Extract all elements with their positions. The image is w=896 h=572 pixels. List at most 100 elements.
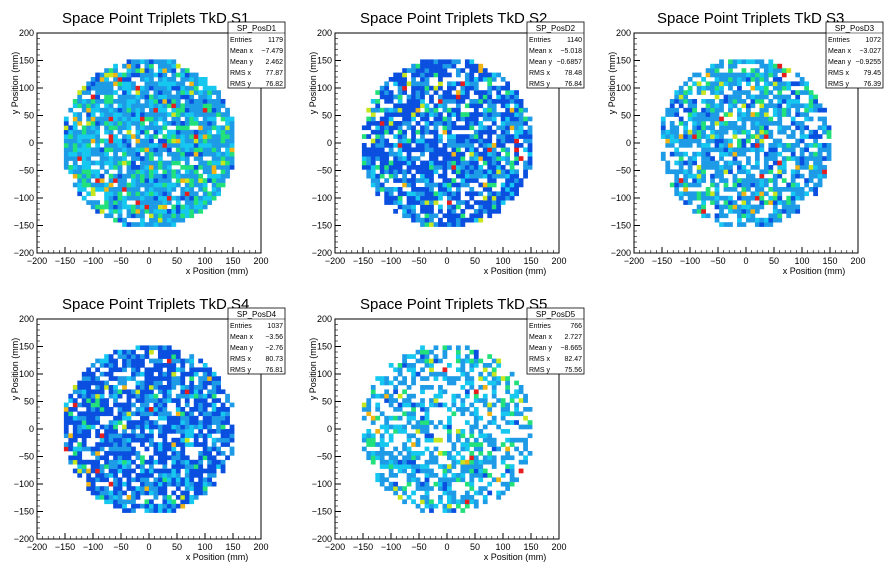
heatmap-bin [202, 481, 208, 487]
heatmap-bin [455, 367, 461, 373]
heatmap-bin [754, 182, 760, 188]
heatmap-bin [211, 415, 217, 421]
heatmap-bin [113, 367, 118, 373]
heatmap-bin [126, 446, 132, 452]
heatmap-bin [420, 81, 425, 87]
heatmap-bin [786, 85, 792, 91]
heatmap-bin [72, 116, 78, 122]
heatmap-bin [469, 380, 475, 386]
heatmap-bin [420, 68, 425, 73]
heatmap-bin [388, 424, 394, 430]
stats-row-label: RMS x [230, 70, 252, 77]
heatmap-bin [126, 495, 132, 500]
heatmap-bin [411, 459, 416, 465]
heatmap-bin [113, 490, 118, 496]
heatmap-bin [678, 121, 684, 126]
heatmap-bin [113, 160, 118, 166]
heatmap-bin [737, 182, 742, 188]
heatmap-bin [665, 169, 671, 175]
heatmap-bins [361, 345, 533, 513]
heatmap-bin [370, 116, 376, 122]
heatmap-bin [411, 407, 416, 412]
heatmap-bin [509, 477, 515, 483]
heatmap-bin [63, 121, 69, 126]
heatmap-bin [406, 354, 412, 359]
heatmap-bin [63, 433, 69, 439]
heatmap-bin [473, 173, 479, 179]
heatmap-bin [509, 473, 515, 478]
heatmap-bin [741, 112, 747, 117]
heatmap-bin [469, 63, 475, 69]
heatmap-bin [122, 433, 127, 439]
heatmap-bin [723, 147, 729, 153]
heatmap-bin [804, 116, 810, 122]
heatmap-bin [375, 455, 381, 461]
heatmap-bin [451, 455, 457, 461]
heatmap-bin [104, 143, 109, 148]
heatmap-bin [514, 112, 519, 117]
heatmap-bin [424, 121, 430, 126]
heatmap-bin [732, 129, 738, 135]
heatmap-bin [424, 81, 430, 87]
heatmap-bin [162, 187, 168, 192]
heatmap-bin [442, 178, 448, 183]
heatmap-bin [72, 398, 78, 403]
heatmap-bin [171, 134, 177, 139]
heatmap-bin [153, 363, 159, 368]
heatmap-bin [144, 72, 150, 78]
heatmap-bin [420, 143, 425, 148]
heatmap-bin [193, 486, 199, 491]
heatmap-bin [113, 349, 118, 355]
heatmap-bin [95, 169, 101, 175]
heatmap-bin [153, 169, 159, 175]
y-tick-label: 150 [317, 56, 332, 66]
heatmap-bin [487, 363, 493, 368]
heatmap-bin [415, 349, 421, 355]
heatmap-bin [220, 433, 226, 439]
heatmap-bin [140, 464, 145, 469]
heatmap-bin [424, 204, 430, 210]
heatmap-bin [149, 134, 154, 139]
heatmap-bin [211, 429, 217, 434]
heatmap-bin [68, 442, 74, 447]
heatmap-bin [420, 508, 425, 513]
heatmap-bin [505, 446, 511, 452]
heatmap-bin [424, 200, 430, 205]
heatmap-bin [420, 195, 425, 201]
heatmap-bin [455, 187, 461, 192]
heatmap-bin [518, 129, 524, 135]
heatmap-bin [763, 200, 769, 205]
heatmap-bin [500, 490, 506, 496]
heatmap-bin [732, 187, 738, 192]
heatmap-bin [126, 103, 132, 109]
heatmap-bin [207, 376, 213, 381]
y-tick-label: −200 [14, 534, 34, 544]
heatmap-bin [411, 499, 416, 505]
heatmap-bin [135, 354, 141, 359]
heatmap-bin [175, 90, 181, 95]
heatmap-bin [402, 72, 407, 78]
stats-row-value: 2.462 [265, 59, 283, 66]
heatmap-bin [95, 442, 101, 447]
heatmap-bin [429, 169, 434, 175]
heatmap-bin [487, 147, 493, 153]
heatmap-bin [144, 187, 150, 192]
heatmap-bin [746, 129, 751, 135]
heatmap-bin [171, 169, 177, 175]
heatmap-bin [225, 433, 230, 439]
heatmap-bin [162, 429, 168, 434]
heatmap-bin [429, 85, 434, 91]
heatmap-bin [68, 407, 74, 412]
heatmap-bin [438, 85, 443, 91]
heatmap-bin [171, 481, 177, 487]
heatmap-bin [171, 424, 177, 430]
heatmap-bin [149, 508, 154, 513]
heatmap-bin [496, 72, 502, 78]
heatmap-bin [464, 204, 470, 210]
heatmap-bin [429, 385, 434, 390]
heatmap-bin [442, 389, 448, 395]
heatmap-bin [193, 182, 199, 188]
heatmap-bin [509, 165, 515, 170]
heatmap-bin [790, 182, 796, 188]
heatmap-bin [420, 99, 425, 104]
